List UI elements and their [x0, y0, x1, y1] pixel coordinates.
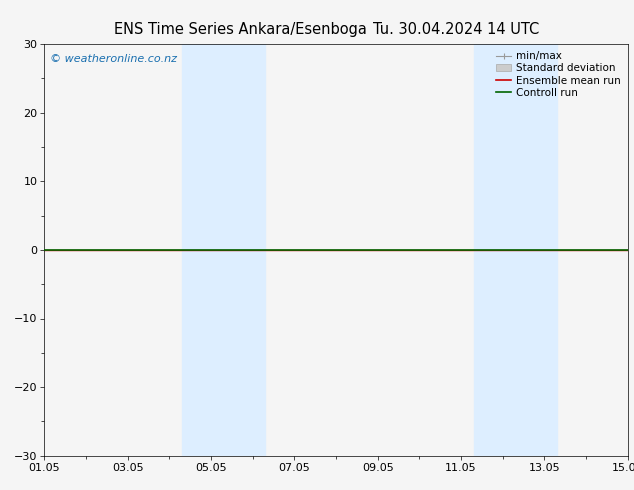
- Text: ENS Time Series Ankara/Esenboga: ENS Time Series Ankara/Esenboga: [115, 22, 367, 37]
- Bar: [474, 44, 557, 456]
- Text: Tu. 30.04.2024 14 UTC: Tu. 30.04.2024 14 UTC: [373, 22, 540, 37]
- Text: © weatheronline.co.nz: © weatheronline.co.nz: [50, 54, 178, 64]
- Legend: min/max, Standard deviation, Ensemble mean run, Controll run: min/max, Standard deviation, Ensemble me…: [494, 49, 623, 100]
- Bar: [182, 44, 265, 456]
